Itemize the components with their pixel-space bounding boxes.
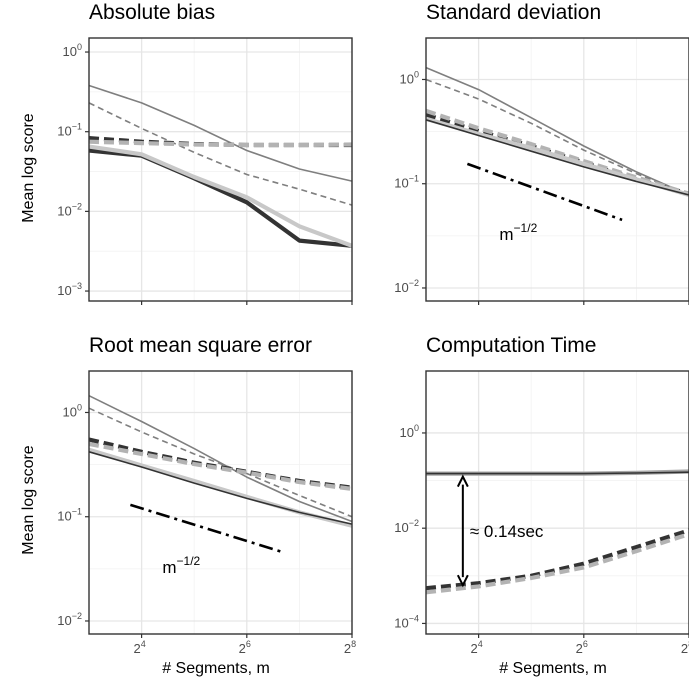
reference-slope-label: m−1/2 bbox=[162, 554, 200, 577]
series-line-4 bbox=[88, 441, 353, 491]
panel-border bbox=[425, 370, 689, 635]
series-line-2 bbox=[88, 407, 353, 518]
x-axis-label-right: # Segments, m bbox=[499, 660, 607, 677]
series-line-2 bbox=[88, 102, 353, 206]
series-line-2 bbox=[425, 78, 689, 196]
y-tick-label: 10−2 bbox=[394, 518, 419, 535]
y-tick-label: 100 bbox=[63, 42, 82, 59]
y-tick-label: 10−3 bbox=[57, 281, 82, 298]
y-tick-label: 100 bbox=[63, 402, 82, 419]
series-line-1 bbox=[88, 84, 353, 182]
panel-1: Absolute bias 10−3 10−2 10−1 100 bbox=[57, 1, 353, 305]
x-tick-label: 24 bbox=[133, 639, 145, 656]
arrow-head-up bbox=[456, 474, 469, 488]
panel-border bbox=[88, 37, 353, 302]
series-line-1 bbox=[88, 394, 353, 523]
y-axis-label-top: Mean log score bbox=[20, 113, 37, 222]
series-line-2 bbox=[426, 471, 689, 475]
y-tick-label: 10−2 bbox=[57, 611, 82, 628]
x-axis-label-left: # Segments, m bbox=[162, 660, 270, 677]
y-axis-label-bottom: Mean log score bbox=[20, 445, 37, 554]
series-line-1 bbox=[425, 66, 689, 196]
x-tick-label: 28 bbox=[681, 639, 689, 656]
x-tick-label: 28 bbox=[344, 639, 356, 656]
panel-border bbox=[88, 370, 353, 635]
y-tick-label: 100 bbox=[400, 423, 419, 440]
x-tick-label: 26 bbox=[239, 639, 251, 656]
series-line-3 bbox=[88, 437, 353, 490]
panel-title: Root mean square error bbox=[89, 334, 312, 357]
reference-slope-line bbox=[129, 503, 286, 555]
y-tick-label: 10−1 bbox=[57, 122, 82, 139]
reference-slope-line bbox=[466, 162, 623, 222]
y-tick-label: 10−2 bbox=[57, 201, 82, 218]
series-line-6 bbox=[425, 119, 689, 196]
y-tick-label: 10−1 bbox=[394, 174, 419, 191]
panel-border bbox=[425, 37, 689, 302]
arrow-label: ≈ 0.14sec bbox=[470, 522, 544, 541]
series-line-5 bbox=[425, 116, 689, 198]
panel-title: Computation Time bbox=[426, 334, 596, 357]
y-tick-label: 100 bbox=[400, 69, 419, 86]
reference-slope-label: m−1/2 bbox=[499, 221, 537, 244]
y-tick-label: 10−4 bbox=[394, 613, 419, 630]
panel-title: Absolute bias bbox=[89, 1, 215, 24]
x-tick-label: 26 bbox=[576, 639, 588, 656]
x-tick-label: 24 bbox=[470, 639, 482, 656]
series-line-6 bbox=[88, 451, 353, 525]
series-line-6 bbox=[88, 144, 353, 248]
series-line-4 bbox=[88, 139, 353, 148]
y-tick-label: 10−1 bbox=[57, 507, 82, 524]
series-line-5 bbox=[88, 447, 353, 528]
panel-4: Computation Time ≈ 0.14sec 10−4 10−2 100 24 26… bbox=[394, 334, 689, 656]
panel-title: Standard deviation bbox=[426, 1, 601, 24]
y-tick-label: 10−2 bbox=[394, 278, 419, 295]
arrow-head-down bbox=[456, 574, 469, 588]
panel-3: Root mean square error m−1/2 10−2 10−1 100 24… bbox=[57, 334, 356, 656]
panel-2: Standard deviation m−1/2 10−2 10−1 100 bbox=[394, 1, 689, 305]
